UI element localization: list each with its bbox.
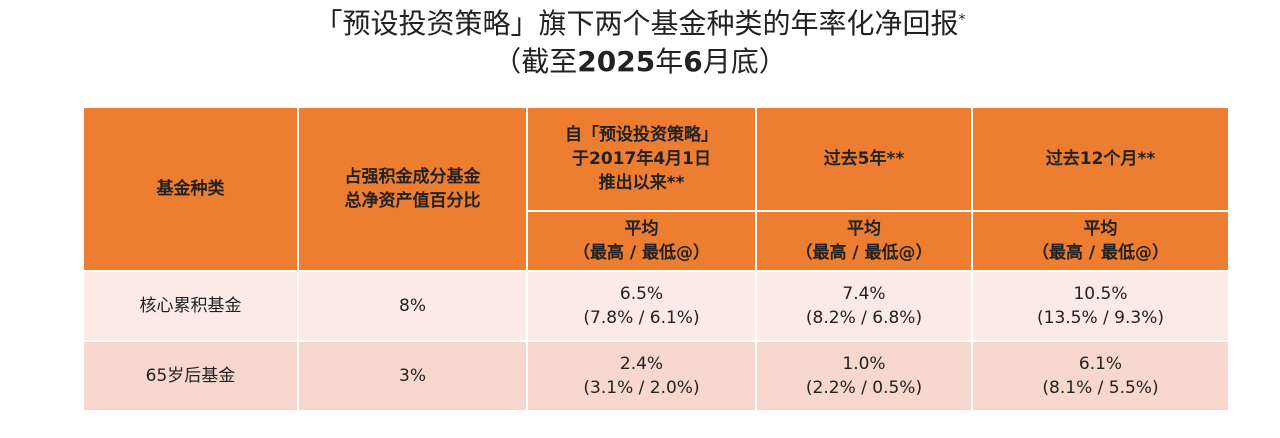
header-past-12m: 过去12个月** — [971, 106, 1230, 212]
avg-value: 2.4% — [619, 354, 664, 374]
header-since-launch-line2: 于2017年4月1日 — [572, 149, 711, 169]
subheader-range: （最高 / 最低@） — [572, 243, 711, 263]
header-nav-percent-line2: 总净资产值百分比 — [344, 191, 481, 211]
subtitle-year: 2025 — [577, 45, 656, 78]
avg-value: 6.1% — [1078, 354, 1123, 374]
avg-value: 6.5% — [619, 284, 664, 304]
fund-name-cell: 核心累积基金 — [82, 270, 299, 342]
header-past-5y: 过去5年** — [755, 106, 973, 212]
subheader-since-launch: 平均 （最高 / 最低@） — [526, 210, 757, 272]
table-row: 65岁后基金 3% 2.4% (3.1% / 2.0%) 1.0% (2.2% … — [82, 340, 1230, 412]
avg-value: 10.5% — [1073, 284, 1128, 304]
subheader-past-5y: 平均 （最高 / 最低@） — [755, 210, 973, 272]
range-value: (8.2% / 6.8%) — [805, 308, 923, 328]
range-value: (8.1% / 5.5%) — [1042, 378, 1159, 398]
avg-value: 7.4% — [842, 284, 886, 304]
nav-percent-cell: 3% — [297, 340, 528, 412]
subheader-range: （最高 / 最低@） — [1031, 243, 1170, 263]
fund-name-cell: 65岁后基金 — [82, 340, 299, 412]
range-value: (3.1% / 2.0%) — [583, 378, 700, 398]
subheader-avg: 平均 — [847, 219, 881, 239]
subtitle-suffix: 月底） — [702, 45, 787, 78]
returns-table: 基金种类 占强积金成分基金 总净资产值百分比 自「预设投资策略」 于2017年4… — [82, 106, 1230, 412]
header-since-launch: 自「预设投资策略」 于2017年4月1日 推出以来** — [526, 106, 757, 212]
past-12m-cell: 10.5% (13.5% / 9.3%) — [971, 270, 1230, 342]
page-subtitle: （截至2025年6月底） — [0, 44, 1280, 80]
since-launch-cell: 6.5% (7.8% / 6.1%) — [526, 270, 757, 342]
page-title: 「预设投资策略」旗下两个基金种类的年率化净回报* — [0, 6, 1280, 42]
since-launch-cell: 2.4% (3.1% / 2.0%) — [526, 340, 757, 412]
subheader-past-12m: 平均 （最高 / 最低@） — [971, 210, 1230, 272]
header-nav-percent-line1: 占强积金成分基金 — [344, 167, 481, 187]
subheader-avg: 平均 — [1083, 219, 1118, 239]
past-12m-cell: 6.1% (8.1% / 5.5%) — [971, 340, 1230, 412]
header-nav-percent: 占强积金成分基金 总净资产值百分比 — [297, 106, 528, 272]
subheader-avg: 平均 — [624, 219, 659, 239]
avg-value: 1.0% — [842, 354, 886, 374]
range-value: (2.2% / 0.5%) — [805, 378, 923, 398]
subtitle-month: 6 — [683, 45, 703, 78]
title-footnote-mark: * — [958, 12, 966, 28]
subtitle-prefix: （截至 — [493, 45, 578, 78]
header-since-launch-line3: 推出以来** — [598, 173, 685, 193]
header-since-launch-line1: 自「预设投资策略」 — [565, 125, 718, 145]
past-5y-cell: 7.4% (8.2% / 6.8%) — [755, 270, 973, 342]
range-value: (7.8% / 6.1%) — [583, 308, 700, 328]
past-5y-cell: 1.0% (2.2% / 0.5%) — [755, 340, 973, 412]
range-value: (13.5% / 9.3%) — [1037, 308, 1164, 328]
subtitle-year-unit: 年 — [655, 45, 684, 78]
header-fund-type: 基金种类 — [82, 106, 299, 272]
subheader-range: （最高 / 最低@） — [795, 243, 933, 263]
nav-percent-cell: 8% — [297, 270, 528, 342]
title-line1-text: 「预设投资策略」旗下两个基金种类的年率化净回报 — [314, 7, 959, 40]
table-row: 核心累积基金 8% 6.5% (7.8% / 6.1%) 7.4% (8.2% … — [82, 270, 1230, 342]
